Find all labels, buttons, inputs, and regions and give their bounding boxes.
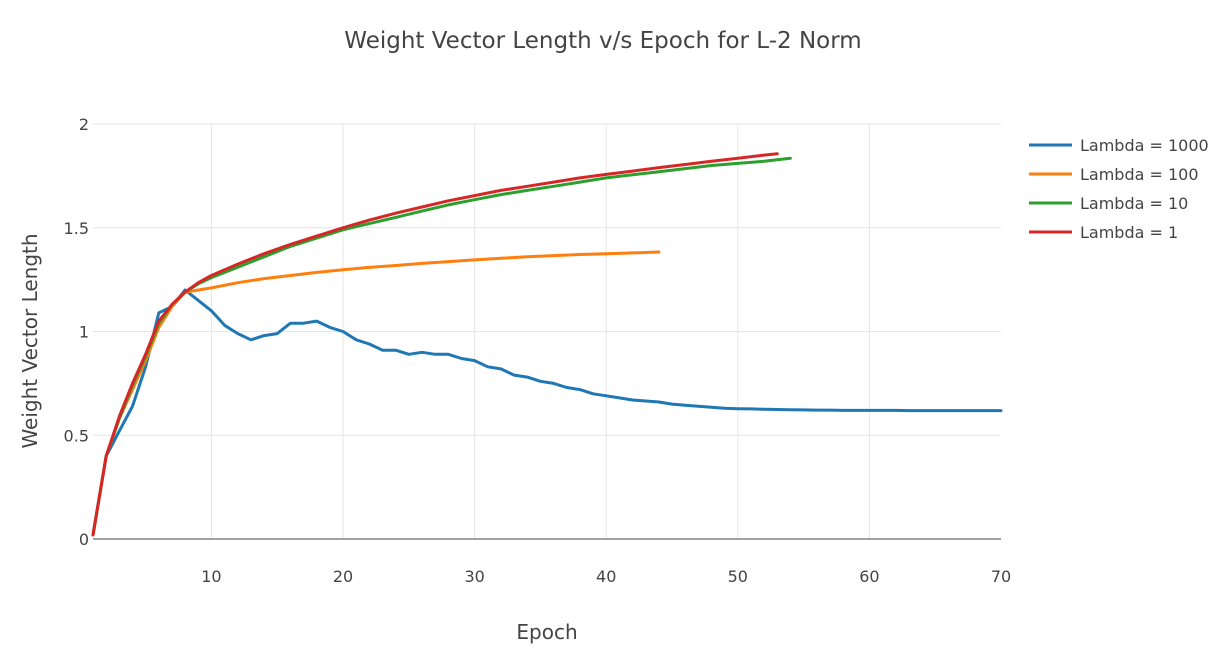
x-tick-label: 70 [991,567,1011,586]
legend-label: Lambda = 10 [1080,194,1188,213]
y-tick-label: 1 [79,323,89,342]
series-line [91,156,792,537]
x-tick-label: 10 [201,567,221,586]
legend-label: Lambda = 1 [1080,223,1178,242]
y-tick-label: 1.5 [64,219,89,238]
gridlines [93,123,1001,539]
x-axis-title: Epoch [516,620,577,644]
x-tick-label: 40 [596,567,616,586]
y-tick-label: 0 [79,530,89,549]
x-tick-label: 60 [859,567,879,586]
legend-item[interactable]: Lambda = 100 [1029,165,1199,184]
legend[interactable]: Lambda = 1000 Lambda = 100 Lambda = 10 Lamb… [1029,136,1209,242]
legend-item[interactable]: Lambda = 10 [1029,194,1188,213]
x-tick-label: 30 [464,567,484,586]
plot-area [91,152,1003,537]
series-line [91,250,661,537]
legend-item[interactable]: Lambda = 1 [1029,223,1178,242]
chart-title: Weight Vector Length v/s Epoch for L-2 N… [344,28,861,54]
y-tick-label: 2 [79,115,89,134]
y-tick-label: 0.5 [64,426,89,445]
x-tick-label: 20 [333,567,353,586]
series-line [91,288,1003,537]
x-tick-label: 50 [728,567,748,586]
legend-label: Lambda = 100 [1080,165,1199,184]
series-line [91,152,779,537]
axes: 10 20 30 40 50 60 70 0 0.5 1 1.5 2 [64,115,1012,586]
legend-item[interactable]: Lambda = 1000 [1029,136,1209,155]
legend-label: Lambda = 1000 [1080,136,1209,155]
y-axis-title: Weight Vector Length [18,233,42,448]
